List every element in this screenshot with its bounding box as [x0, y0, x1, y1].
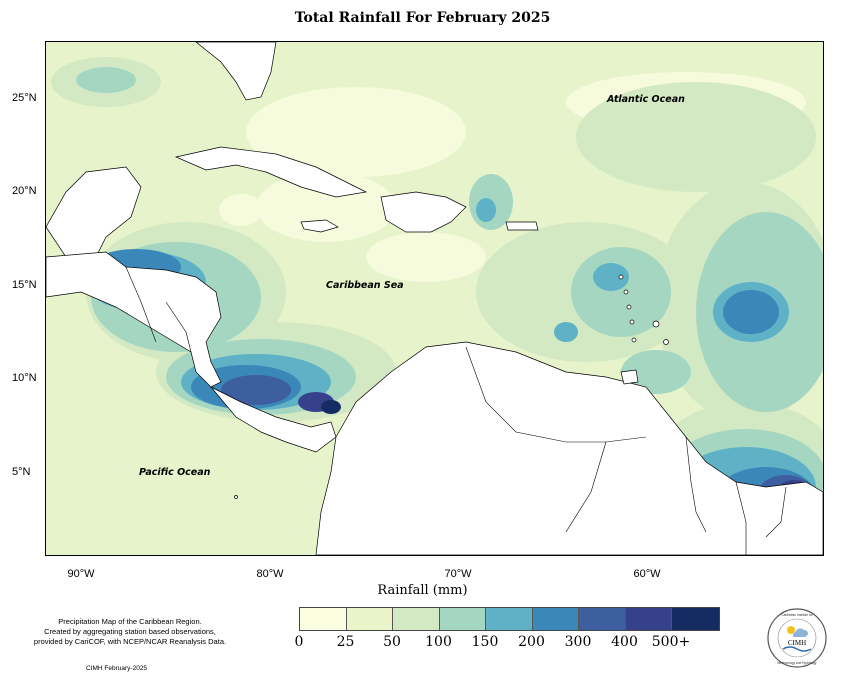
island-dot	[626, 304, 632, 310]
legend-label: 150	[471, 634, 499, 650]
map-title: Total Rainfall For February 2025	[294, 10, 551, 26]
x-axis-label: Rainfall (mm)	[377, 583, 468, 598]
legend-label: 25	[336, 634, 355, 650]
legend-swatch	[672, 608, 719, 630]
island-dot	[652, 320, 660, 328]
island-dot	[629, 319, 635, 325]
x-tick-80w: 80°W	[256, 568, 284, 580]
description-line-2: Created by aggregating station based obs…	[44, 627, 216, 636]
legend-swatch	[300, 608, 347, 630]
land-masses	[46, 42, 823, 555]
rainfall-map: Atlantic Ocean Caribbean Sea Pacific Oce…	[45, 41, 824, 556]
legend-swatch	[625, 608, 672, 630]
island-dot	[623, 289, 629, 295]
hispaniola-shape	[380, 191, 467, 233]
credit-text: CIMH February-2025	[86, 665, 148, 672]
x-tick-60w: 60°W	[633, 568, 661, 580]
legend-label: 0	[294, 634, 304, 650]
cuba-shape	[174, 146, 368, 198]
logo-ring-top: Caribbean Institute for	[781, 613, 813, 617]
legend-swatch	[532, 608, 579, 630]
border-line	[165, 301, 192, 353]
y-tick-15n: 15°N	[12, 279, 37, 291]
map-description: Precipitation Map of the Caribbean Regio…	[10, 617, 250, 647]
florida-shape	[195, 42, 277, 101]
legend-label: 50	[383, 634, 401, 650]
south-america-shape	[315, 341, 823, 555]
trinidad-shape	[620, 369, 639, 385]
panama-shape	[210, 386, 337, 453]
jamaica-shape	[300, 219, 339, 233]
legend-label: 400	[611, 634, 638, 650]
island-dot	[631, 337, 637, 343]
y-tick-10n: 10°N	[12, 372, 37, 384]
y-tick-20n: 20°N	[12, 185, 37, 197]
cimh-logo: CIMH Caribbean Institute for Meteorology…	[767, 608, 827, 668]
y-tick-25n: 25°N	[12, 92, 37, 104]
legend-label: 200	[518, 634, 545, 650]
description-line-3: provided by CariCOF, with NCEP/NCAR Rean…	[33, 637, 227, 646]
border-line	[565, 441, 607, 533]
island-dot	[234, 495, 238, 499]
puerto-rico-shape	[505, 221, 539, 231]
border-line	[765, 486, 787, 538]
x-tick-90w: 90°W	[67, 568, 95, 580]
description-line-1: Precipitation Map of the Caribbean Regio…	[58, 617, 202, 626]
legend-swatch	[579, 608, 626, 630]
y-tick-5n: 5°N	[12, 466, 31, 478]
atlantic-ocean-label: Atlantic Ocean	[607, 94, 685, 105]
legend-swatch	[346, 608, 393, 630]
legend-swatch	[393, 608, 440, 630]
pacific-ocean-label: Pacific Ocean	[139, 467, 211, 478]
border-line	[465, 346, 647, 443]
legend-label: 300	[564, 634, 592, 650]
legend-label: 100	[425, 634, 452, 650]
island-dot	[663, 339, 669, 345]
legend-label: 500+	[651, 634, 691, 650]
logo-ring-bottom: Meteorology and Hydrology	[778, 661, 817, 665]
central-america-shape	[46, 251, 222, 388]
caribbean-sea-label: Caribbean Sea	[326, 280, 404, 291]
x-tick-70w: 70°W	[444, 568, 472, 580]
legend-swatch	[439, 608, 486, 630]
border-line	[125, 266, 157, 343]
legend-swatch	[486, 608, 533, 630]
island-dot	[618, 274, 624, 280]
yucatan-shape	[46, 166, 142, 258]
border-line	[735, 481, 747, 555]
logo-center-text: CIMH	[788, 639, 806, 647]
color-legend	[299, 607, 720, 631]
border-line	[685, 436, 707, 533]
